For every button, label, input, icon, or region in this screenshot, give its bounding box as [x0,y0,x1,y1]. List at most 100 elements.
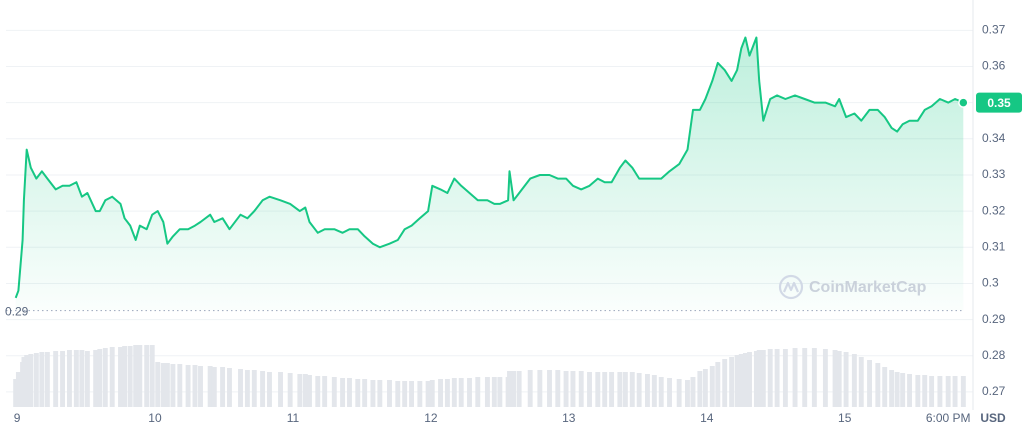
price-area [14,36,964,311]
volume-bar [44,352,50,407]
last-point [958,97,969,108]
volume-bar [742,353,748,407]
volume-bar [760,350,766,407]
volume-bar [93,350,99,407]
volume-bar [39,352,45,407]
volume-bar [555,370,561,407]
volume-bar [13,379,19,407]
volume-bar [409,381,415,407]
volume-bar [774,349,780,407]
x-tick-label: 11 [287,411,300,425]
volume-bar [497,377,503,407]
volume-bar [251,370,257,407]
volume-bar [537,370,543,407]
volume-bar [467,378,472,407]
volume-bar [102,348,108,407]
volume-bar [738,354,744,407]
volume-bar [227,368,232,407]
volume-bar [370,380,376,407]
y-tick-label: 0.36 [982,59,1006,73]
volume-bar [767,349,773,407]
volume-bar [651,375,657,407]
volume-bar [595,372,601,407]
volume-bar [867,360,872,407]
volume-bar [149,345,155,407]
volume-bar [267,372,272,407]
volume-bar [362,379,368,407]
volume-bar [792,348,798,407]
volume-bar [602,372,608,407]
volume-bar [33,353,39,407]
watermark-logo-m [782,281,800,293]
volume-bar [622,372,628,407]
volume-bar [322,376,328,407]
volume-bar [722,359,728,407]
volume-bar [875,363,881,407]
volume-bar [811,348,817,407]
x-tick-label: 10 [148,411,162,425]
volume-bar [429,380,435,407]
volume-bar [67,350,72,407]
volume-bar [28,354,34,407]
price-line [14,36,964,299]
volume-bar [238,369,243,407]
y-tick-label: 0.28 [982,348,1006,362]
volume-bar [756,350,762,407]
volume-bar [53,351,59,407]
volume-bar [425,381,431,407]
volume-bar [355,379,361,407]
y-tick-label: 0.31 [982,239,1006,253]
volume-bar [109,347,115,407]
volume-bar [451,378,457,407]
volume-bar [377,380,383,407]
volume-bar [331,377,337,407]
volume-bar [715,362,721,407]
volume-bar [207,366,213,407]
volume-bar [636,373,642,407]
volume-bar [858,357,864,407]
price-area-fill [15,37,964,311]
volume-bar [960,376,966,407]
volume-bars [13,345,966,407]
volume-bar [578,371,584,407]
volume-bar [79,350,85,407]
volume-bar [832,350,838,407]
volume-bar [97,349,103,407]
watermark-logo [778,274,804,300]
y-tick-label: 0.29 [982,312,1006,326]
volume-bar [438,379,443,407]
volume-bar [516,371,522,407]
volume-bar [882,367,888,407]
volume-bar [729,357,735,407]
volume-bar [511,371,517,407]
volume-bar [734,355,740,407]
x-tick-label: 14 [700,411,714,425]
volume-bar [395,381,401,407]
volume-bar [667,378,672,407]
volume-bar [297,374,303,407]
volume-bar [702,369,708,407]
volume-bar [658,377,664,407]
volume-bar [347,378,352,407]
volume-bar [570,371,576,407]
volume-bar [782,349,788,407]
volume-bar [220,367,226,407]
volume-bar [387,380,392,407]
volume-bar [617,372,623,407]
volume-bar [155,362,161,407]
volume-bar [915,375,921,407]
volume-bar [60,351,66,407]
volume-bar [287,373,293,407]
volume-bar [609,372,615,407]
volume-bar [170,364,176,407]
volume-bar [185,365,191,407]
volume-bar [836,351,842,407]
volume-bar [444,379,450,407]
volume-bar [127,346,133,407]
volume-bar [676,379,682,407]
volume-bar [164,363,170,407]
y-tick-label: 0.34 [982,131,1006,145]
volume-bar [507,371,512,407]
volume-bar [160,363,166,407]
volume-bar [137,345,143,407]
